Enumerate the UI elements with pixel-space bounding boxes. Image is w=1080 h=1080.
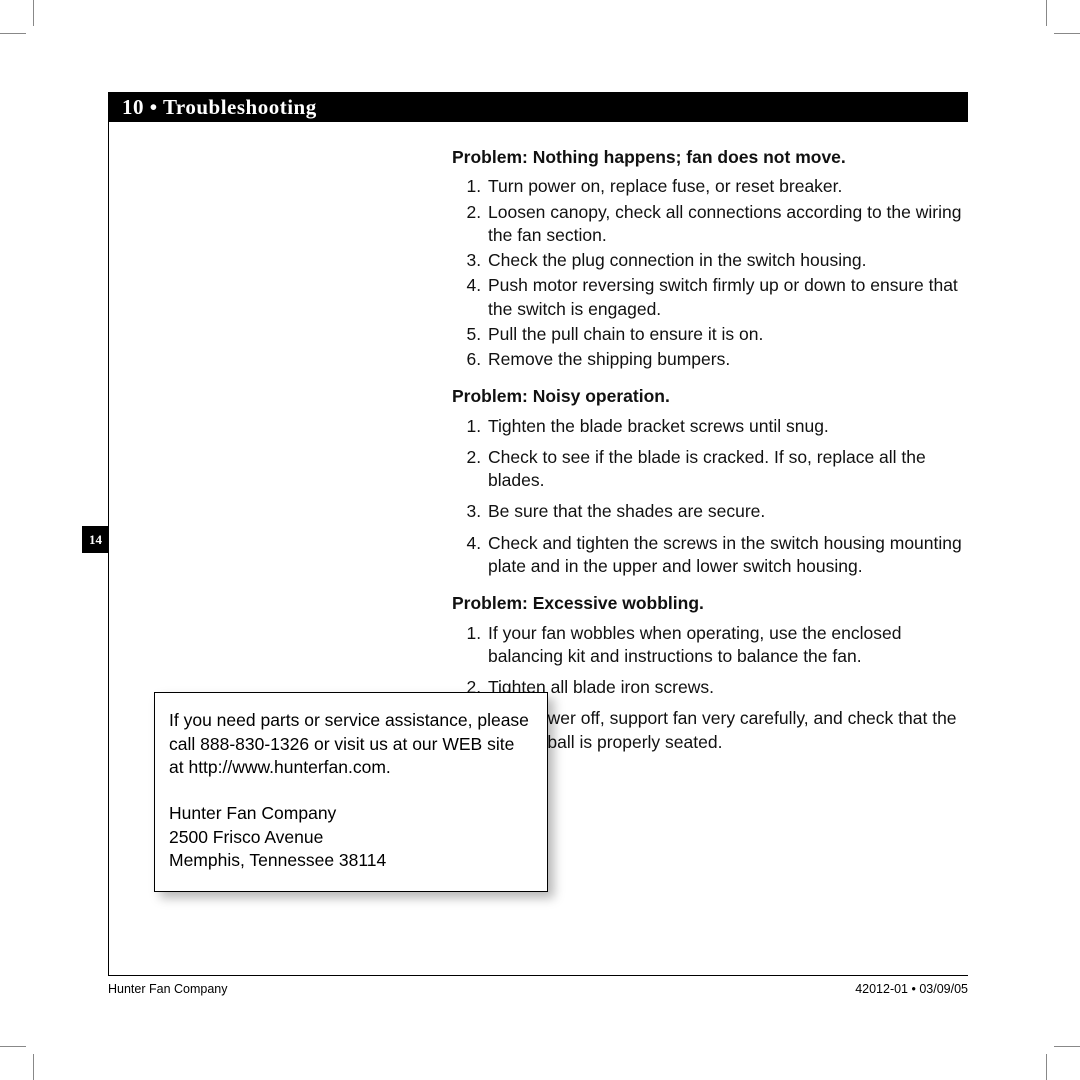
problem-heading: Problem: Noisy operation.	[452, 385, 962, 408]
footer-left: Hunter Fan Company	[108, 982, 228, 996]
crop-mark	[1046, 0, 1047, 26]
problem-steps: If your fan wobbles when operating, use …	[486, 622, 962, 754]
crop-mark	[1054, 33, 1080, 34]
body-column: Problem: Nothing happens; fan does not m…	[452, 146, 962, 762]
step-item: If your fan wobbles when operating, use …	[486, 622, 962, 669]
contact-info-box: If you need parts or service assistance,…	[154, 692, 548, 892]
crop-mark	[1054, 1046, 1080, 1047]
problem-heading: Problem: Nothing happens; fan does not m…	[452, 146, 962, 169]
page-number: 14	[89, 532, 102, 547]
step-item: Tighten all blade iron screws.	[486, 676, 962, 699]
problem-steps: Turn power on, replace fuse, or reset br…	[486, 175, 962, 371]
step-item: Be sure that the shades are secure.	[486, 500, 962, 523]
crop-mark	[33, 1054, 34, 1080]
step-item: Tighten the blade bracket screws until s…	[486, 415, 962, 438]
step-item: Check to see if the blade is cracked. If…	[486, 446, 962, 493]
crop-mark	[1046, 1054, 1047, 1080]
step-item: Push motor reversing switch firmly up or…	[486, 274, 962, 321]
manual-page: 10 • Troubleshooting 14 Problem: Nothing…	[0, 0, 1080, 1080]
page-number-tab: 14	[82, 526, 109, 553]
contact-paragraph: If you need parts or service assistance,…	[169, 709, 529, 780]
footer-right: 42012-01 • 03/09/05	[855, 982, 968, 996]
step-item: Loosen canopy, check all connections acc…	[486, 201, 962, 248]
step-item: Pull the pull chain to ensure it is on.	[486, 323, 962, 346]
problem-steps: Tighten the blade bracket screws until s…	[486, 415, 962, 579]
step-item: Remove the shipping bumpers.	[486, 348, 962, 371]
crop-mark	[33, 0, 34, 26]
contact-address: Hunter Fan Company 2500 Frisco Avenue Me…	[169, 802, 529, 873]
crop-mark	[0, 33, 26, 34]
step-item: Check and tighten the screws in the swit…	[486, 532, 962, 579]
step-item: Turn power off, support fan very careful…	[486, 707, 962, 754]
step-item: Turn power on, replace fuse, or reset br…	[486, 175, 962, 198]
crop-mark	[0, 1046, 26, 1047]
step-item: Check the plug connection in the switch …	[486, 249, 962, 272]
problem-heading: Problem: Excessive wobbling.	[452, 592, 962, 615]
